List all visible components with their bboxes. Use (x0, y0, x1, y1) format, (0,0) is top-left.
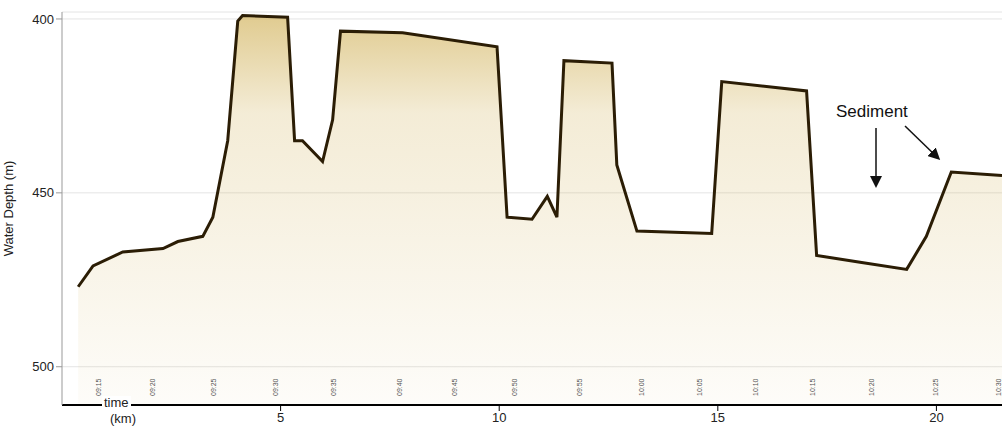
html-text:Sediment: Sediment (836, 102, 908, 121)
svg-text:400: 400 (32, 12, 54, 27)
svg-text:10:00: 10:00 (638, 378, 645, 396)
svg-text:10: 10 (492, 410, 506, 425)
svg-text:09:25: 09:25 (210, 378, 217, 396)
svg-text:10:05: 10:05 (696, 378, 703, 396)
svg-text:09:15: 09:15 (95, 378, 102, 396)
svg-text:09:45: 09:45 (451, 378, 458, 396)
svg-text:10:10: 10:10 (752, 378, 759, 396)
svg-text:10:15: 10:15 (809, 378, 816, 396)
svg-text:09:55: 09:55 (576, 378, 583, 396)
html-text:(km): (km) (110, 411, 136, 426)
svg-text:10:25: 10:25 (932, 378, 939, 396)
svg-text:10:20: 10:20 (868, 378, 875, 396)
svg-text:09:20: 09:20 (149, 378, 156, 396)
svg-text:09:35: 09:35 (330, 378, 337, 396)
svg-text:15: 15 (711, 410, 725, 425)
svg-text:09:30: 09:30 (272, 378, 279, 396)
svg-text:450: 450 (32, 185, 54, 200)
svg-text:09:40: 09:40 (396, 378, 403, 396)
svg-text:09:50: 09:50 (511, 378, 518, 396)
svg-text:Water Depth (m): Water Depth (m) (1, 161, 16, 257)
svg-text:10:30: 10:30 (995, 378, 1002, 396)
svg-text:20: 20 (929, 410, 943, 425)
svg-text:5: 5 (277, 410, 284, 425)
svg-text:500: 500 (32, 359, 54, 374)
html-text:time: time (104, 395, 129, 410)
